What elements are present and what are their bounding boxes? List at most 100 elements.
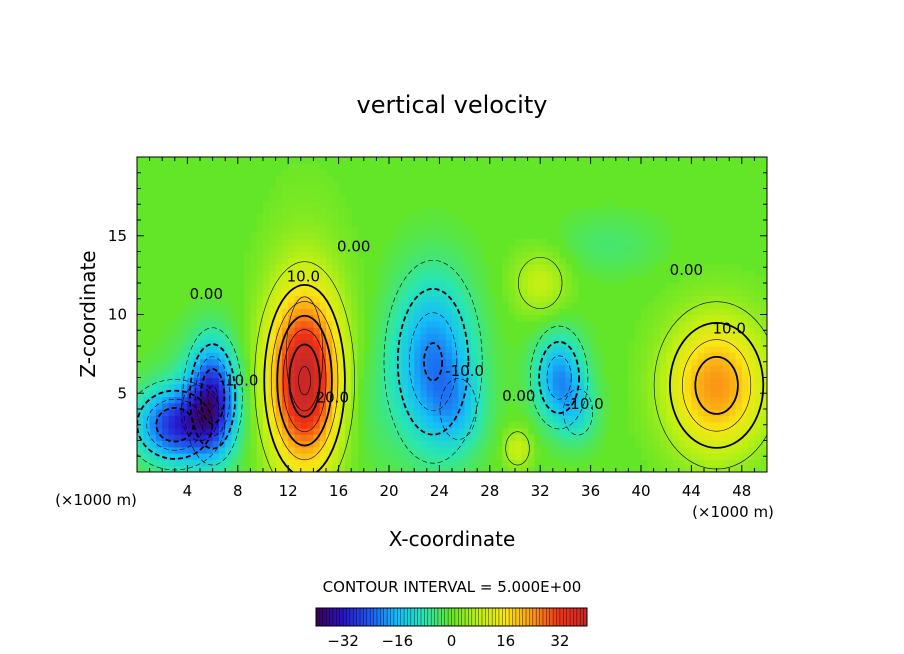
heatmap-cell [760,333,767,341]
heatmap-cell [225,446,233,454]
heatmap-cell [483,440,491,448]
heatmap-cell [212,308,220,316]
heatmap-cell [376,295,384,303]
heatmap-cell [344,427,352,435]
heatmap-cell [193,402,201,410]
heatmap-cell [704,346,711,353]
heatmap-cell [596,421,604,429]
heatmap-cell [515,371,522,379]
colorbar-swatch [481,608,486,626]
heatmap-cell [571,320,579,328]
heatmap-cell [584,270,592,278]
heatmap-cell [433,327,440,334]
heatmap-cell [256,390,264,397]
heatmap-cell [300,390,308,397]
heatmap-cell [672,314,680,322]
heatmap-cell [439,333,447,341]
heatmap-cell [634,352,642,360]
heatmap-cell [250,446,258,454]
heatmap-cell [609,232,617,240]
heatmap-cell [382,421,390,429]
heatmap-cell [168,465,176,472]
heatmap-cell [370,295,377,303]
heatmap-cell [502,346,510,353]
heatmap-cell [338,446,346,454]
heatmap-cell [565,409,573,416]
heatmap-cell [672,364,680,372]
heatmap-cell [307,333,314,341]
heatmap-cell [590,220,598,227]
heatmap-cell [174,402,182,410]
heatmap-cell [527,308,535,316]
heatmap-cell [382,301,390,309]
heatmap-cell [704,283,711,290]
heatmap-cell [678,346,686,353]
heatmap-cell [704,377,711,385]
heatmap-cell [256,434,264,442]
heatmap-cell [294,194,302,202]
heatmap-cell [628,207,636,215]
heatmap-cell [244,409,251,416]
heatmap-cell [212,453,220,460]
heatmap-cell [584,459,592,467]
heatmap-cell [344,308,352,316]
heatmap-cell [433,346,440,353]
heatmap-cell [370,440,377,448]
heatmap-cell [256,383,264,391]
heatmap-cell [263,390,270,397]
heatmap-cell [697,295,705,303]
heatmap-cell [401,352,409,360]
heatmap-cell [722,301,730,309]
heatmap-cell [735,396,743,404]
heatmap-cell [452,409,459,416]
heatmap-cell [269,364,277,372]
heatmap-cell [376,440,384,448]
heatmap-cell [615,226,623,234]
heatmap-cell [244,295,251,303]
heatmap-cell [401,257,409,265]
heatmap-cell [722,465,730,472]
heatmap-cell [584,232,592,240]
heatmap-cell [489,446,497,454]
heatmap-cell [357,358,365,366]
heatmap-cell [218,358,226,366]
heatmap-cell [313,346,321,353]
colorbar-swatch [539,608,544,626]
x-unit-left: (×1000 m) [55,491,137,509]
heatmap-cell [307,194,314,202]
heatmap-cell [250,289,258,297]
heatmap-cell [332,453,340,460]
heatmap-cell [458,245,466,253]
heatmap-cell [565,245,573,253]
heatmap-cell [344,383,352,391]
heatmap-cell [231,434,239,442]
heatmap-cell [344,459,352,467]
heatmap-cell [647,427,655,435]
heatmap-cell [659,295,667,303]
heatmap-cell [445,339,453,347]
heatmap-cell [401,396,409,404]
heatmap-cell [363,427,371,435]
heatmap-cell [685,276,692,284]
heatmap-cell [187,327,195,334]
heatmap-cell [250,238,258,246]
heatmap-cell [716,333,724,341]
heatmap-cell [489,295,497,303]
heatmap-cell [401,371,409,379]
heatmap-cell [729,276,737,284]
heatmap-cell [741,270,749,278]
heatmap-cell [155,383,163,391]
heatmap-cell [754,465,762,472]
heatmap-cell [729,427,737,435]
heatmap-cell [559,402,566,410]
heatmap-cell [263,364,270,372]
heatmap-cell [533,371,541,379]
heatmap-cell [458,283,466,290]
x-tick-label: 16 [329,482,348,500]
heatmap-cell [407,383,415,391]
heatmap-cell [313,446,321,454]
heatmap-cell [401,383,409,391]
heatmap-cell [281,358,289,366]
heatmap-cell [659,459,667,467]
heatmap-cell [559,421,566,429]
